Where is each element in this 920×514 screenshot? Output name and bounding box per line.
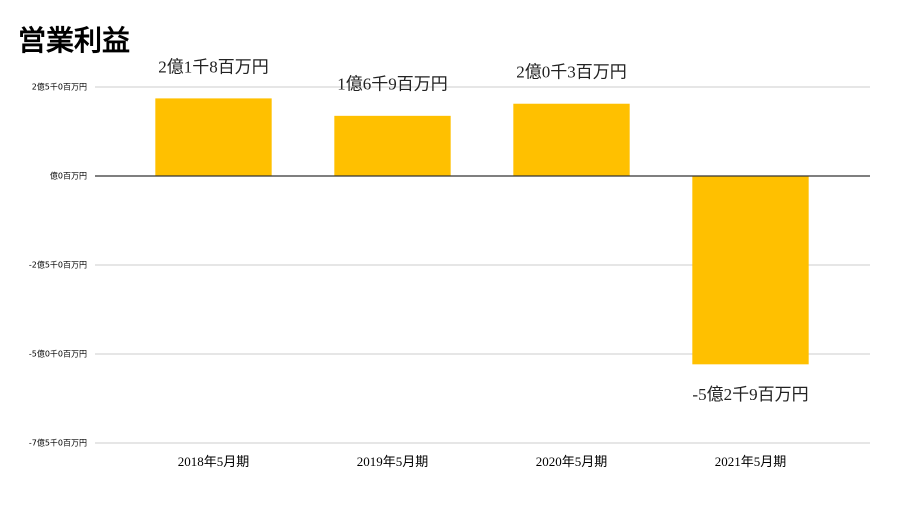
bar: [513, 103, 630, 176]
y-tick-label: 2億5千0百万円: [32, 82, 87, 92]
value-label: -5億2千9百万円: [692, 385, 808, 404]
bar: [692, 176, 809, 365]
bar: [155, 98, 272, 176]
y-tick-label: -5億0千0百万円: [29, 349, 87, 359]
x-tick-label: 2019年5月期: [357, 454, 429, 469]
x-tick-label: 2021年5月期: [715, 454, 787, 469]
x-tick-label: 2020年5月期: [536, 454, 608, 469]
value-label: 1億6千9百万円: [337, 75, 448, 94]
y-tick-label: -7億5千0百万円: [29, 438, 87, 448]
y-tick-label: 億0百万円: [50, 171, 87, 181]
x-tick-label: 2018年5月期: [178, 454, 250, 469]
value-label: 2億1千8百万円: [158, 57, 269, 76]
bar: [334, 115, 451, 176]
value-label: 2億0千3百万円: [516, 63, 627, 82]
y-tick-label: -2億5千0百万円: [29, 260, 87, 270]
chart-title: 営業利益: [18, 24, 130, 57]
